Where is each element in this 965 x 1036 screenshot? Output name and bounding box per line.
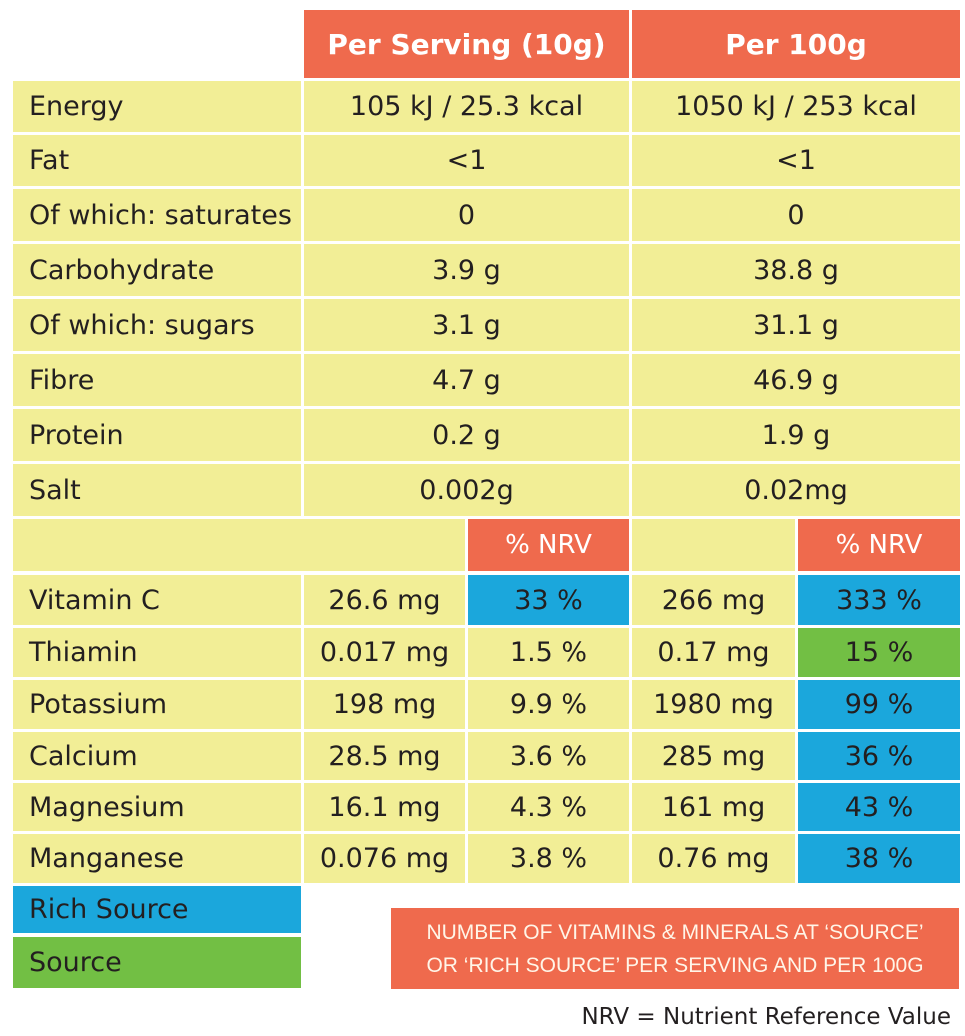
nutrient-label: Salt [13, 464, 301, 516]
per-100g-value: 0.76 mg [632, 834, 795, 883]
per-100g-value: 0.02mg [632, 464, 960, 516]
per-100g-value: 46.9 g [632, 354, 960, 406]
per-100g-value: 0.17 mg [632, 628, 795, 677]
nutrient-label: Potassium [13, 680, 301, 729]
per-100g-nrv: 15 % [798, 628, 960, 677]
nutrient-label: Magnesium [13, 783, 301, 831]
per-serving-nrv: 9.9 % [468, 680, 629, 729]
per-serving-value: 105 kJ / 25.3 kcal [304, 81, 629, 132]
per-serving-value: 198 mg [304, 680, 465, 729]
nutrient-label: Of which: sugars [13, 299, 301, 351]
nrv-footnote: NRV = Nutrient Reference Value [581, 1004, 951, 1030]
per-serving-value: 0.2 g [304, 409, 629, 461]
per-serving-nrv: 3.8 % [468, 834, 629, 883]
per-100g-value: 0 [632, 189, 960, 241]
per-serving-value: 3.1 g [304, 299, 629, 351]
nrv-spacer [13, 519, 465, 571]
per-100g-nrv: 99 % [798, 680, 960, 729]
per-serving-nrv: 33 % [468, 575, 629, 625]
per-100g-value: 1980 mg [632, 680, 795, 729]
per-100g-nrv: 333 % [798, 575, 960, 625]
nrv-header-100g: % NRV [798, 519, 960, 571]
per-serving-value: 0.076 mg [304, 834, 465, 883]
per-100g-nrv: 36 % [798, 732, 960, 780]
header-per-100g: Per 100g [632, 10, 960, 78]
nutrient-label: Vitamin C [13, 575, 301, 625]
per-100g-nrv: 38 % [798, 834, 960, 883]
per-serving-value: 26.6 mg [304, 575, 465, 625]
legend-rich-source: Rich Source [13, 886, 301, 933]
nrv-spacer [632, 519, 795, 571]
per-100g-value: 38.8 g [632, 244, 960, 296]
note-line-1: NUMBER OF VITAMINS & MINERALS AT ‘SOURCE… [426, 920, 924, 944]
nrv-header-serving: % NRV [468, 519, 629, 571]
per-100g-value: 31.1 g [632, 299, 960, 351]
per-serving-value: 0.002g [304, 464, 629, 516]
per-serving-value: 4.7 g [304, 354, 629, 406]
nutrient-label: Carbohydrate [13, 244, 301, 296]
per-100g-value: <1 [632, 135, 960, 186]
per-100g-value: 161 mg [632, 783, 795, 831]
per-serving-value: 3.9 g [304, 244, 629, 296]
nutrient-label: Fat [13, 135, 301, 186]
per-serving-value: <1 [304, 135, 629, 186]
nutrient-label: Protein [13, 409, 301, 461]
per-serving-value: 16.1 mg [304, 783, 465, 831]
per-100g-value: 1.9 g [632, 409, 960, 461]
per-100g-value: 266 mg [632, 575, 795, 625]
note-line-2: OR ‘RICH SOURCE’ PER SERVING AND PER 100… [426, 953, 924, 977]
legend-source: Source [13, 937, 301, 988]
source-count-note: NUMBER OF VITAMINS & MINERALS AT ‘SOURCE… [391, 908, 959, 989]
per-serving-value: 28.5 mg [304, 732, 465, 780]
per-100g-value: 285 mg [632, 732, 795, 780]
per-serving-nrv: 1.5 % [468, 628, 629, 677]
nutrient-label: Calcium [13, 732, 301, 780]
nutrient-label: Manganese [13, 834, 301, 883]
nutrient-label: Thiamin [13, 628, 301, 677]
nutrient-label: Fibre [13, 354, 301, 406]
per-serving-value: 0.017 mg [304, 628, 465, 677]
per-serving-nrv: 3.6 % [468, 732, 629, 780]
per-100g-value: 1050 kJ / 253 kcal [632, 81, 960, 132]
per-serving-value: 0 [304, 189, 629, 241]
nutrient-label: Of which: saturates [13, 189, 301, 241]
nutrient-label: Energy [13, 81, 301, 132]
per-100g-nrv: 43 % [798, 783, 960, 831]
header-per-serving: Per Serving (10g) [304, 10, 629, 78]
per-serving-nrv: 4.3 % [468, 783, 629, 831]
